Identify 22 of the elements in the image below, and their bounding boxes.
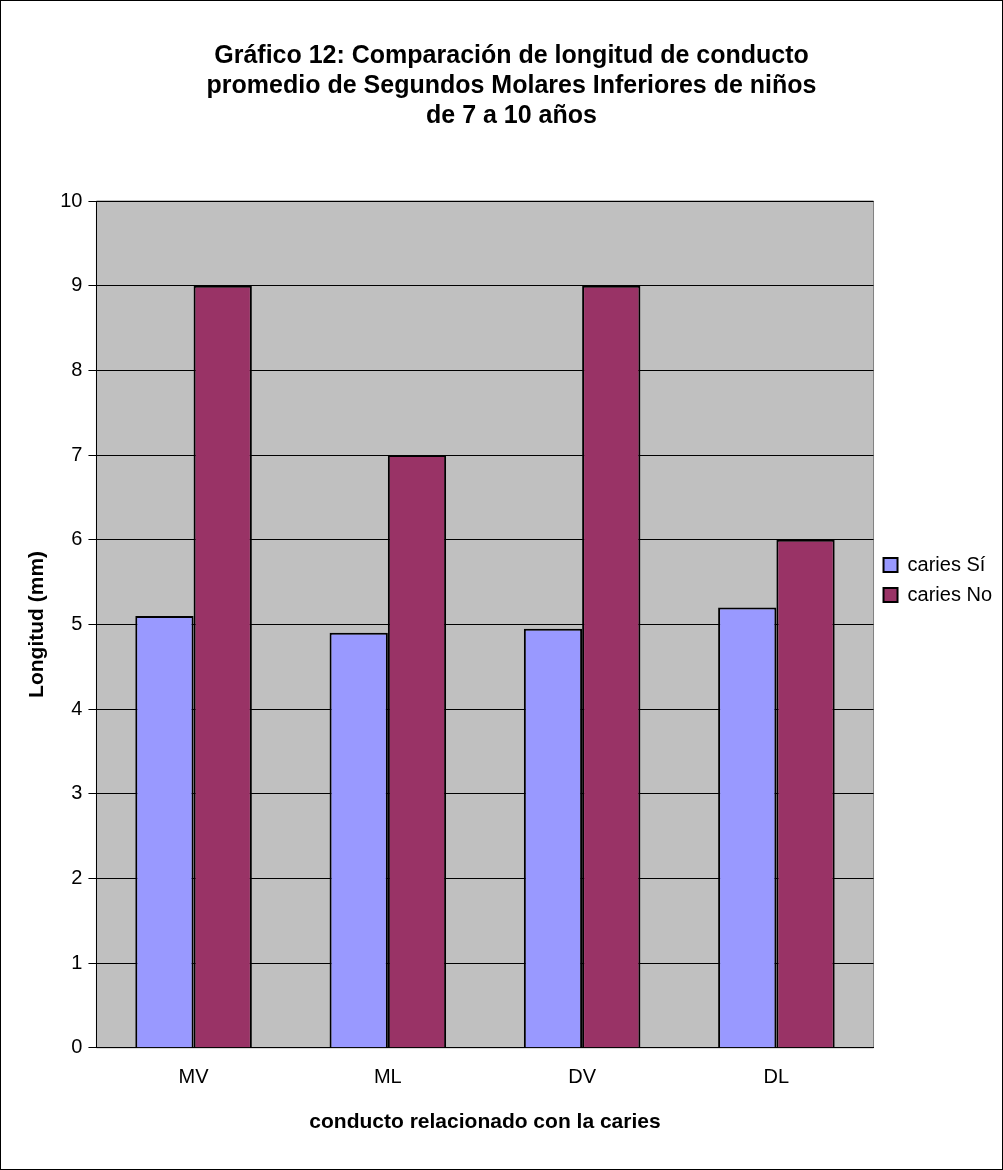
y-tick-label: 3 — [71, 781, 83, 804]
y-tick-label: 9 — [71, 273, 83, 296]
y-tick-label: 5 — [71, 611, 83, 634]
x-tick-label: ML — [373, 1065, 402, 1088]
x-tick-label: DV — [568, 1065, 597, 1088]
legend-label: caries No — [907, 582, 993, 605]
x-tick-label: DL — [763, 1065, 790, 1088]
y-tick-label: 7 — [71, 442, 83, 465]
y-axis-title: Longitud (mm) — [24, 550, 48, 698]
y-tick-label: 6 — [71, 527, 83, 550]
legend-label: caries Sí — [907, 552, 986, 575]
text: Gráfico 12: Comparación de longitud de conducto — [214, 39, 809, 68]
y-tick-label: 1 — [71, 950, 83, 973]
y-tick-label: 2 — [71, 865, 83, 888]
text: de 7 a 10 años — [426, 99, 597, 128]
y-tick-label: 10 — [60, 188, 83, 211]
text: promedio de Segundos Molares Inferiores de niños — [206, 69, 817, 98]
x-tick-label: MV — [178, 1065, 210, 1088]
y-tick-label: 0 — [71, 1035, 83, 1058]
y-tick-label: 4 — [71, 696, 83, 719]
y-tick-label: 8 — [71, 357, 83, 380]
x-axis-title: conducto relacionado con la caries — [309, 1109, 661, 1133]
